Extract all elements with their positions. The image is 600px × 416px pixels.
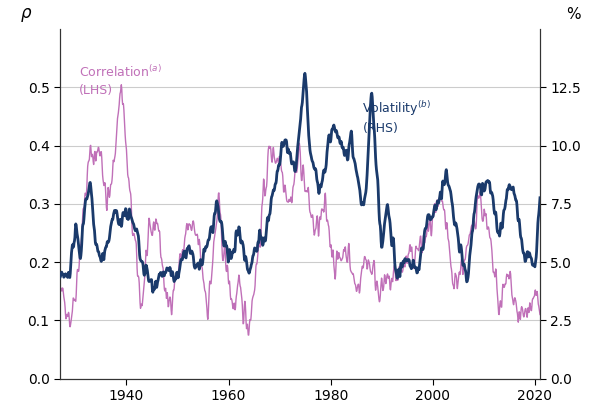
Text: ρ: ρ: [21, 4, 32, 22]
Text: %: %: [566, 7, 581, 22]
Text: Correlation$^{(a)}$
(LHS): Correlation$^{(a)}$ (LHS): [79, 64, 162, 97]
Text: Volatility$^{(b)}$
(RHS): Volatility$^{(b)}$ (RHS): [362, 99, 431, 135]
